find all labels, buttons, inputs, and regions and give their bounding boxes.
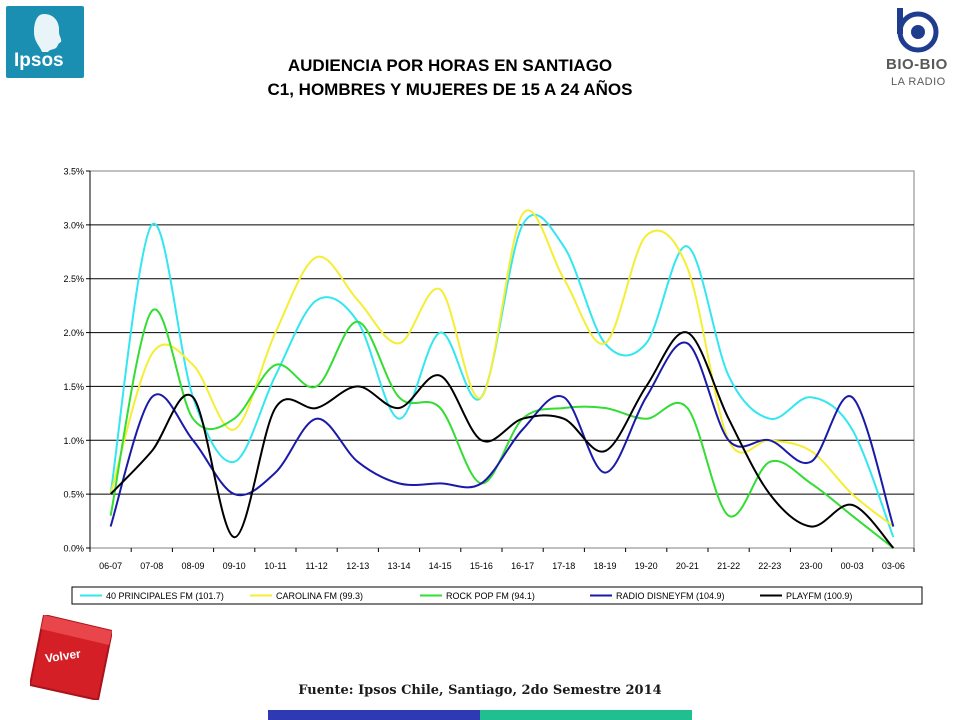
- legend-box: [71, 586, 923, 605]
- x-tick-label: 14-15: [429, 561, 452, 571]
- line-chart: 0.0% 0.5% 1.0% 1.5% 2.0% 2.5% 3.0% 3.5% 06-07 07…: [63, 167, 923, 605]
- x-tick-label: 22-23: [758, 561, 781, 571]
- y-tick-label: 1.0%: [63, 436, 84, 446]
- footer-bar-blue: [268, 710, 480, 720]
- y-tick-label: 2.0%: [63, 328, 84, 338]
- legend-label: PLAYFM (100.9): [786, 591, 852, 601]
- x-tick-label: 00-03: [841, 561, 864, 571]
- legend-label: ROCK POP FM (94.1): [446, 591, 535, 601]
- footer-bar-teal: [480, 710, 692, 720]
- legend-label: 40 PRINCIPALES FM (101.7): [106, 591, 224, 601]
- x-tick-label: 21-22: [717, 561, 740, 571]
- x-tick-label: 09-10: [223, 561, 246, 571]
- legend-label: RADIO DISNEYFM (104.9): [616, 591, 725, 601]
- series-line: [109, 341, 895, 527]
- x-axis: 06-07 07-08 08-09 09-10 10-11 11-12 12-13 13-14…: [89, 548, 915, 571]
- x-tick-label: 16-17: [511, 561, 534, 571]
- x-tick-label: 10-11: [264, 561, 286, 571]
- y-tick-label: 3.5%: [63, 167, 84, 177]
- y-tick-label: 0.0%: [63, 544, 84, 554]
- y-axis: 0.0% 0.5% 1.0% 1.5% 2.0% 2.5% 3.0% 3.5%: [63, 167, 91, 554]
- x-tick-label: 19-20: [635, 561, 658, 571]
- ipsos-head-icon: [34, 14, 62, 52]
- ipsos-logo: Ipsos: [6, 6, 84, 78]
- x-tick-label: 13-14: [387, 561, 410, 571]
- biobio-logo-name: BIO-BIO: [886, 56, 948, 73]
- series-line: [109, 209, 895, 528]
- x-tick-label: 17-18: [552, 561, 575, 571]
- x-tick-label: 07-08: [140, 561, 163, 571]
- biobio-logo-icon: [897, 8, 939, 53]
- x-tick-label: 11-12: [305, 561, 327, 571]
- source-note: Fuente: Ipsos Chile, Santiago, 2do Semes…: [298, 683, 662, 698]
- y-tick-label: 2.5%: [63, 274, 84, 284]
- chart-title-line2: C1, HOMBRES Y MUJERES DE 15 A 24 AÑOS: [267, 80, 633, 99]
- series-lines: [109, 209, 895, 549]
- x-tick-label: 06-07: [99, 561, 122, 571]
- x-tick-label: 15-16: [470, 561, 493, 571]
- y-tick-label: 3.0%: [63, 220, 84, 230]
- x-tick-label: 03-06: [882, 561, 905, 571]
- volver-button-shape[interactable]: [30, 615, 112, 700]
- x-tick-label: 23-00: [799, 561, 822, 571]
- series-line: [109, 331, 895, 549]
- plot-area: [89, 170, 915, 549]
- legend-label: CAROLINA FM (99.3): [276, 591, 363, 601]
- y-tick-label: 1.5%: [63, 382, 84, 392]
- chart-title-line1: AUDIENCIA POR HORAS EN SANTIAGO: [287, 56, 613, 75]
- x-tick-label: 20-21: [676, 561, 699, 571]
- ipsos-logo-text: Ipsos: [14, 50, 64, 71]
- biobio-logo-sub: LA RADIO: [891, 76, 946, 88]
- x-tick-label: 12-13: [346, 561, 369, 571]
- x-tick-label: 18-19: [593, 561, 616, 571]
- y-tick-label: 0.5%: [63, 490, 84, 500]
- legend: 40 PRINCIPALES FM (101.7) CAROLINA FM (99…: [71, 586, 923, 605]
- x-tick-label: 08-09: [181, 561, 204, 571]
